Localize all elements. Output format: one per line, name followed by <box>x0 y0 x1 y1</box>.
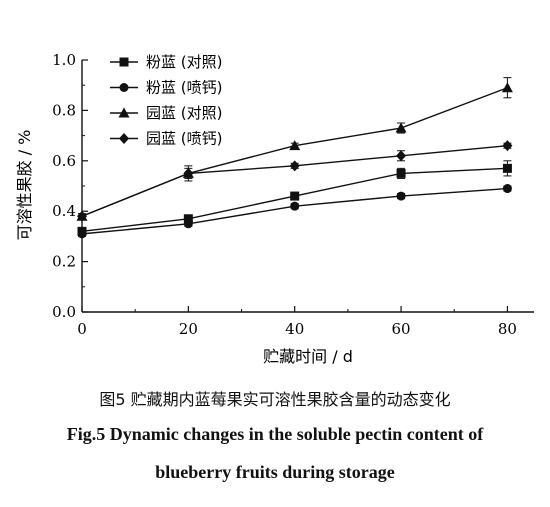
data-point <box>77 210 87 222</box>
legend-marker <box>119 133 129 144</box>
series-1 <box>77 160 512 236</box>
legend-marker <box>118 107 130 118</box>
data-point <box>395 122 407 133</box>
x-tick-label: 60 <box>392 320 411 338</box>
data-point <box>502 184 512 194</box>
x-tick-label: 20 <box>179 320 198 338</box>
chart-legend: 粉蓝 (对照) 粉蓝 (喷钙) 园蓝 (对照) 园蓝 (喷钙) <box>110 53 222 148</box>
series-2 <box>77 184 512 239</box>
legend-label: 粉蓝 (对照) <box>146 53 222 71</box>
data-point <box>289 140 301 151</box>
data-point <box>502 140 513 152</box>
chart-series <box>76 77 513 239</box>
legend-label: 园蓝 (对照) <box>146 104 222 122</box>
data-point <box>183 214 193 224</box>
data-point <box>502 163 512 173</box>
x-tick-label: 0 <box>77 320 87 338</box>
series-4 <box>77 140 513 222</box>
legend-label: 园蓝 (喷钙) <box>146 130 222 148</box>
figure-caption-english-line-1: Fig.5 Dynamic changes in the soluble pec… <box>66 424 484 444</box>
data-point <box>396 191 406 201</box>
y-axis-label: 可溶性果胶 / % <box>15 130 34 241</box>
data-point <box>77 229 87 239</box>
y-tick-label: 0.0 <box>52 303 76 321</box>
x-axis-label: 贮藏时间 / d <box>263 347 353 366</box>
legend-marker <box>119 83 129 92</box>
line-chart: 0 20 40 60 80 0.0 0.2 0.4 0.6 0.8 1.0 粉蓝 (对照) 粉蓝 (喷… <box>15 51 534 366</box>
legend-label: 粉蓝 (喷钙) <box>146 79 222 97</box>
y-tick-label: 1.0 <box>52 51 76 69</box>
data-point <box>290 201 300 211</box>
figure-caption-english-line-2: blueberry fruits during storage <box>155 462 395 482</box>
data-point <box>290 191 300 201</box>
data-point <box>396 150 407 162</box>
data-point <box>183 219 193 229</box>
data-point <box>396 168 406 178</box>
y-tick-label: 0.4 <box>52 202 76 220</box>
y-tick-label: 0.8 <box>52 101 76 119</box>
data-point <box>289 160 300 172</box>
data-point <box>501 82 513 93</box>
x-tick-label: 80 <box>498 320 517 338</box>
figure-caption-chinese: 图5 贮藏期内蓝莓果实可溶性果胶含量的动态变化 <box>99 390 451 409</box>
legend-marker <box>119 57 129 67</box>
data-point <box>183 167 194 179</box>
y-tick-label: 0.2 <box>52 253 76 271</box>
x-tick-label: 40 <box>285 320 304 338</box>
y-tick-label: 0.6 <box>52 152 76 170</box>
